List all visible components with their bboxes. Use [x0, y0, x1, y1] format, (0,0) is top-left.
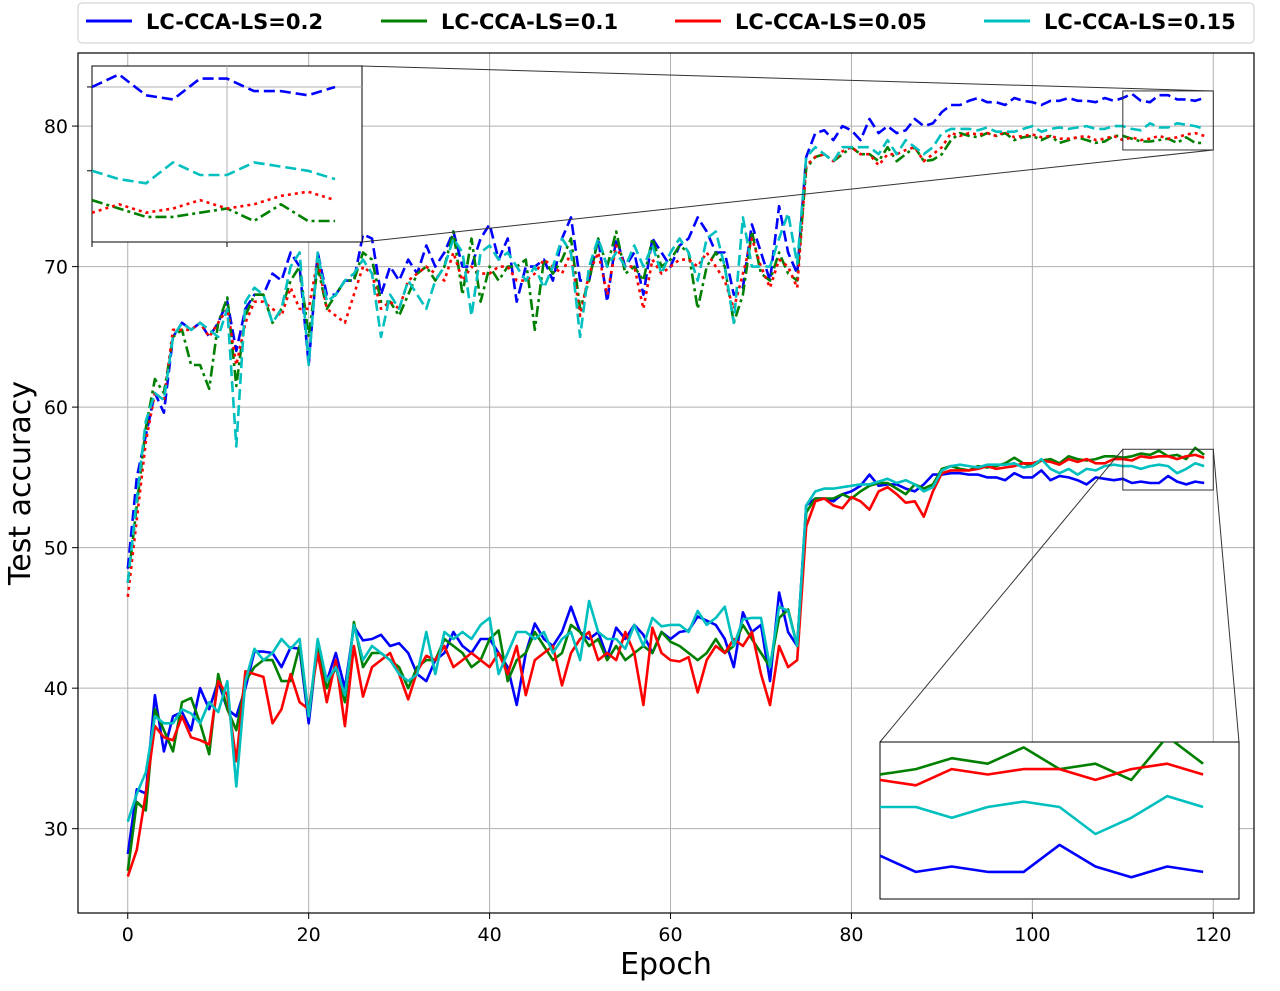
x-tick-label: 40	[478, 924, 502, 946]
x-tick-label: 100	[1014, 924, 1050, 946]
inset-series-line-7	[880, 794, 1204, 836]
inset-series-line-2	[92, 190, 336, 214]
inset-panel	[879, 741, 1240, 900]
inset-series-line-3	[92, 161, 336, 185]
zoom-connector	[1212, 449, 1240, 743]
x-tick-label: 80	[839, 924, 863, 946]
axis-ticks: 0 20 40 60 80 100 120 30 40 50 60 70 80	[44, 116, 1232, 946]
zoom-connector	[361, 65, 1214, 92]
inset-series-line-0	[92, 73, 336, 101]
x-tick-label: 20	[297, 924, 321, 946]
plot-frame	[77, 52, 1255, 914]
zoom-connector	[361, 149, 1214, 243]
y-tick-label: 50	[44, 538, 68, 560]
legend-item-0: LC-CCA-LS=0.2	[86, 10, 323, 34]
x-axis-label: Epoch	[620, 947, 712, 982]
y-axis-label: Test accuracy	[3, 381, 38, 586]
legend-item-1: LC-CCA-LS=0.1	[381, 10, 618, 34]
legend: LC-CCA-LS=0.2 LC-CCA-LS=0.1 LC-CCA-LS=0.…	[77, 2, 1255, 44]
series-line-upper-2	[126, 130, 1205, 597]
legend-item-2: LC-CCA-LS=0.05	[675, 10, 927, 34]
zoom-inset-lower	[879, 448, 1240, 900]
legend-item-3: LC-CCA-LS=0.15	[984, 10, 1236, 34]
legend-label-2: LC-CCA-LS=0.05	[735, 10, 927, 34]
series-line-lower-7	[126, 457, 1205, 823]
zoom-connector	[879, 448, 1124, 743]
inset-series-line-4	[880, 843, 1204, 879]
legend-label-0: LC-CCA-LS=0.2	[146, 10, 323, 34]
zoom-region-box	[1122, 90, 1214, 151]
x-tick-label: 0	[122, 924, 134, 946]
legend-box	[77, 2, 1255, 44]
y-tick-label: 60	[44, 397, 68, 419]
zoom-inset-upper	[87, 65, 1214, 247]
series-line-upper-3	[126, 122, 1205, 583]
inset-series-line-1	[92, 198, 335, 223]
y-tick-label: 30	[44, 819, 68, 841]
x-tick-label: 60	[658, 924, 682, 946]
x-tick-label: 120	[1195, 924, 1231, 946]
series-lines	[126, 92, 1205, 877]
legend-label-3: LC-CCA-LS=0.15	[1044, 10, 1236, 34]
y-tick-label: 40	[44, 678, 68, 700]
y-tick-label: 70	[44, 257, 68, 279]
y-tick-label: 80	[44, 116, 68, 138]
zoom-region-box	[1122, 448, 1214, 491]
legend-label-1: LC-CCA-LS=0.1	[441, 10, 618, 34]
series-line-upper-0	[126, 92, 1205, 569]
inset-series-line-6	[880, 762, 1204, 787]
inset-series-line-5	[880, 742, 1204, 782]
zoom-insets	[87, 65, 1240, 900]
